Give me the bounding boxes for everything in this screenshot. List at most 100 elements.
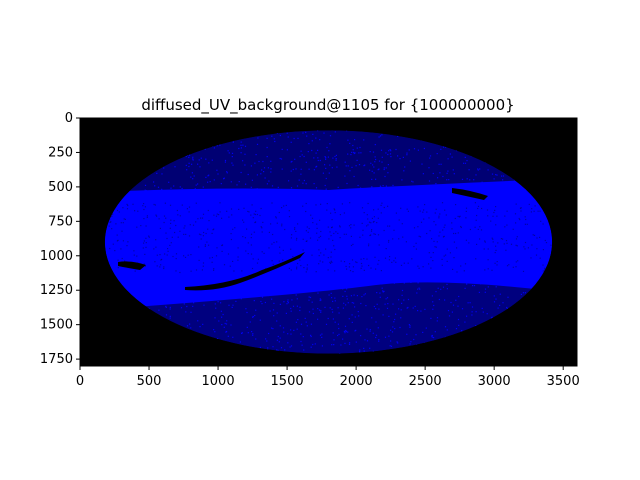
sky-point xyxy=(443,226,445,228)
sky-point xyxy=(327,317,329,320)
sky-point xyxy=(308,168,310,170)
sky-point xyxy=(316,165,318,167)
sky-point xyxy=(254,162,256,164)
sky-point xyxy=(433,221,435,223)
sky-point xyxy=(226,171,228,173)
sky-point xyxy=(487,215,489,217)
sky-point xyxy=(143,203,145,205)
sky-point xyxy=(457,305,459,307)
sky-point xyxy=(432,172,434,175)
sky-point xyxy=(196,273,198,275)
sky-point xyxy=(533,234,536,236)
sky-point xyxy=(232,141,234,143)
sky-point xyxy=(214,303,216,305)
y-tick-label: 750 xyxy=(48,214,73,229)
sky-point xyxy=(393,282,395,284)
sky-point xyxy=(473,189,475,191)
sky-point xyxy=(355,165,357,167)
sky-point xyxy=(257,258,259,260)
sky-point xyxy=(346,298,348,300)
sky-point xyxy=(346,130,348,132)
sky-point xyxy=(158,309,160,311)
sky-point xyxy=(357,311,359,313)
sky-point xyxy=(516,245,518,247)
sky-point xyxy=(310,334,312,336)
sky-point xyxy=(362,234,364,236)
sky-point xyxy=(442,236,445,238)
sky-point xyxy=(375,268,377,270)
sky-point xyxy=(394,318,396,321)
sky-point xyxy=(186,305,188,308)
sky-point xyxy=(347,331,349,333)
sky-point xyxy=(143,263,145,265)
sky-point xyxy=(247,173,249,176)
sky-point xyxy=(373,166,375,168)
sky-point xyxy=(214,331,216,333)
sky-point xyxy=(406,154,408,156)
sky-point xyxy=(502,238,504,240)
sky-point xyxy=(318,249,320,251)
sky-point xyxy=(427,189,429,191)
sky-point xyxy=(512,228,514,230)
sky-point xyxy=(240,147,242,149)
sky-point xyxy=(419,210,421,212)
sky-point xyxy=(391,261,393,263)
sky-point xyxy=(446,172,448,174)
sky-point xyxy=(545,242,548,244)
sky-point xyxy=(126,245,128,247)
sky-point xyxy=(213,214,215,216)
sky-point xyxy=(238,208,240,210)
sky-point xyxy=(332,311,334,313)
sky-point xyxy=(524,292,526,294)
sky-point xyxy=(495,298,497,300)
sky-point xyxy=(420,221,423,223)
sky-point xyxy=(369,347,371,349)
sky-point xyxy=(348,225,351,227)
sky-point xyxy=(271,260,273,262)
sky-point xyxy=(279,157,281,160)
sky-point xyxy=(242,294,245,296)
sky-point xyxy=(259,289,261,291)
sky-point xyxy=(476,200,479,202)
sky-point xyxy=(208,244,210,246)
sky-point xyxy=(469,179,471,181)
sky-point xyxy=(378,244,380,246)
sky-point xyxy=(515,238,518,240)
sky-point xyxy=(441,202,444,204)
sky-point xyxy=(325,191,327,193)
sky-point xyxy=(295,294,297,296)
sky-point xyxy=(372,332,374,334)
sky-point xyxy=(323,254,325,256)
sky-point xyxy=(186,169,188,171)
sky-point xyxy=(287,136,289,138)
sky-point xyxy=(369,234,371,237)
sky-point xyxy=(465,217,467,219)
sky-point xyxy=(176,286,178,288)
sky-point xyxy=(317,157,319,159)
sky-point xyxy=(225,323,228,325)
sky-point xyxy=(183,255,185,257)
sky-point xyxy=(244,164,246,166)
sky-point xyxy=(363,190,365,192)
sky-point xyxy=(388,239,390,242)
sky-point xyxy=(464,321,466,323)
sky-point xyxy=(432,301,434,303)
sky-point xyxy=(446,200,448,202)
sky-point xyxy=(284,292,286,294)
sky-point xyxy=(297,262,299,265)
sky-point xyxy=(349,263,351,265)
sky-point xyxy=(515,244,517,246)
sky-point xyxy=(447,170,449,172)
sky-point xyxy=(383,206,385,209)
sky-point xyxy=(271,298,273,300)
sky-point xyxy=(297,319,299,321)
sky-point xyxy=(423,218,425,220)
sky-point xyxy=(492,275,494,277)
sky-point xyxy=(155,246,157,248)
sky-point xyxy=(123,218,125,220)
sky-point xyxy=(319,299,321,302)
sky-point xyxy=(388,335,390,337)
sky-point xyxy=(372,221,374,223)
sky-point xyxy=(263,252,265,254)
sky-point xyxy=(384,175,386,178)
